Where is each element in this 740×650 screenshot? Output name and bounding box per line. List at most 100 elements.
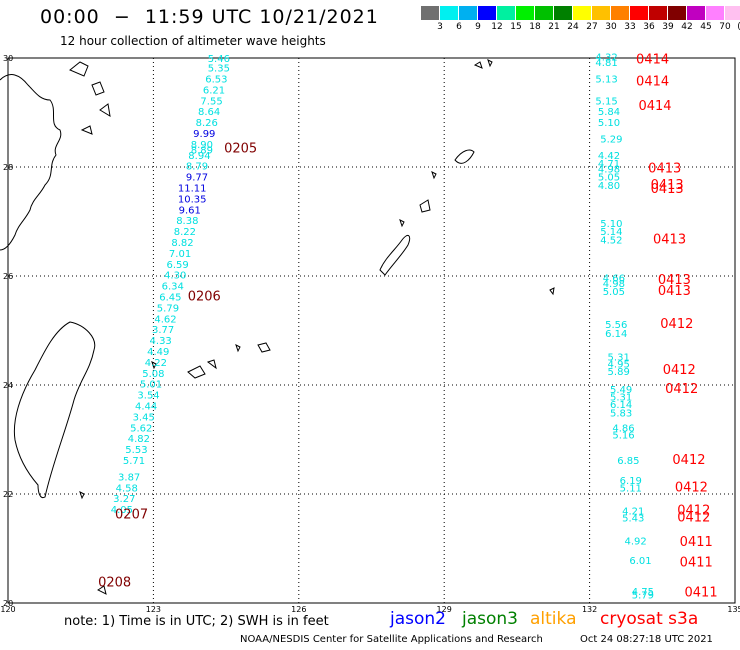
swh-value: 4.98 — [603, 279, 625, 290]
swh-value: 8.26 — [196, 118, 218, 129]
swh-value: 4.30 — [164, 271, 186, 282]
swh-value: 8.82 — [171, 238, 193, 249]
swh-value: 4.21 — [622, 507, 644, 518]
swh-value: 5.11 — [620, 483, 642, 494]
colorbar-tick: 21 — [548, 22, 560, 32]
ishigaki-island — [187, 359, 217, 379]
swh-value: 5.05 — [598, 173, 620, 184]
swh-value: 5.35 — [208, 64, 230, 75]
pass-time-label: 0412 — [660, 317, 693, 332]
colorbar-tick: 70 — [719, 22, 731, 32]
swh-value: 4.42 — [598, 151, 620, 162]
colorbar-tick: 24 — [567, 22, 579, 32]
colorbar-swatch — [459, 6, 478, 20]
swh-value: 4.33 — [150, 336, 172, 347]
pass-time-label: 0413 — [653, 232, 686, 247]
swh-value: 6.45 — [159, 293, 181, 304]
pass-time-label: 0414 — [636, 52, 669, 67]
colorbar-swatch — [630, 6, 649, 20]
miyako-island — [257, 342, 271, 353]
axis-labels: 120 123 126 129 132 135 30 28 26 24 22 20 — [0, 54, 740, 614]
swh-value: 8.94 — [188, 151, 210, 162]
swh-value: 5.31 — [608, 352, 630, 363]
swh-value: 9.99 — [193, 129, 215, 140]
colorbar-swatch — [725, 6, 740, 20]
lat-tick-label: 22 — [3, 490, 13, 499]
lon-tick-label: 123 — [146, 605, 161, 614]
swh-value: 5.43 — [622, 513, 644, 524]
colorbar-swatch — [516, 6, 535, 20]
pass-time-label: 0414 — [636, 74, 669, 89]
swh-value: 5.49 — [610, 385, 632, 396]
swh-value: 5.13 — [595, 75, 617, 86]
colorbar-tick: 33 — [624, 22, 636, 32]
swh-value: 6.14 — [605, 329, 627, 340]
colorbar-tick: (ft) — [737, 22, 740, 32]
swh-value: 4.22 — [145, 358, 167, 369]
small-islands — [79, 59, 555, 595]
footer-note: note: 1) Time is in UTC; 2) SWH is in fe… — [64, 614, 329, 629]
swh-value: 4.44 — [135, 402, 157, 413]
legend-jason2: jason2 — [390, 609, 446, 629]
colorbar-swatch — [421, 6, 440, 20]
pass-time-label: 0412 — [677, 504, 710, 519]
colorbar-swatch — [573, 6, 592, 20]
pass-time-label: 0414 — [638, 99, 671, 114]
lon-tick-label: 120 — [0, 605, 15, 614]
wave-height-colorbar — [421, 6, 740, 20]
swh-value: 8.89 — [191, 145, 213, 156]
pass-time-label: 0411 — [680, 535, 713, 550]
swh-value: 3.77 — [152, 325, 174, 336]
lon-tick-label: 126 — [291, 605, 306, 614]
colorbar-swatch — [611, 6, 630, 20]
okinawa-island — [379, 234, 411, 276]
colorbar-tick: 45 — [700, 22, 712, 32]
swh-value: 5.05 — [603, 287, 625, 298]
swh-value: 4.66 — [603, 273, 625, 284]
amami-island — [454, 149, 475, 164]
colorbar-swatch — [687, 6, 706, 20]
swh-observations: 5.465.356.536.217.558.648.269.998.908.89… — [111, 53, 654, 602]
swh-value: 6.19 — [620, 476, 642, 487]
pass-time-label: 0208 — [98, 576, 131, 591]
swh-value: 6.53 — [205, 75, 227, 86]
swh-value: 3.45 — [133, 412, 155, 423]
pass-time-label: 0412 — [677, 510, 710, 525]
swh-value: 6.01 — [629, 556, 651, 567]
swh-value: 5.71 — [123, 456, 145, 467]
swh-value: 4.71 — [598, 159, 620, 170]
swh-value: 4.75 — [632, 587, 654, 598]
swh-value: 5.01 — [140, 380, 162, 391]
pass-time-label: 0412 — [665, 382, 698, 397]
colorbar-swatch — [440, 6, 459, 20]
coastlines — [0, 59, 555, 595]
swh-value: 5.83 — [610, 409, 632, 420]
swh-value: 9.61 — [179, 205, 201, 216]
pass-time-label: 0413 — [658, 284, 691, 299]
lon-tick-label: 135 — [727, 605, 740, 614]
map-title: 00:00 − 11:59 UTC 10/21/2021 — [40, 6, 379, 28]
legend-jason3: jason3 — [462, 609, 518, 629]
colorbar-swatch — [668, 6, 687, 20]
swh-value: 7.01 — [169, 249, 191, 260]
swh-value: 4.05 — [111, 505, 133, 516]
swh-value: 6.14 — [610, 400, 632, 411]
swh-value: 5.29 — [600, 134, 622, 145]
swh-value: 6.59 — [167, 260, 189, 271]
swh-value: 5.79 — [632, 591, 654, 602]
swh-value: 4.81 — [595, 58, 617, 69]
pass-time-label: 0207 — [115, 508, 148, 523]
swh-value: 5.56 — [605, 320, 627, 331]
swh-value: 6.85 — [617, 456, 639, 467]
colorbar-swatch — [478, 6, 497, 20]
swh-value: 6.21 — [203, 85, 225, 96]
lat-tick-label: 30 — [3, 54, 13, 63]
lon-tick-label: 132 — [582, 605, 597, 614]
lat-tick-label: 26 — [3, 272, 13, 281]
swh-value: 10.35 — [178, 194, 207, 205]
colorbar-tick: 6 — [456, 22, 462, 32]
china-islands — [69, 61, 111, 135]
pass-time-label: 0413 — [658, 273, 691, 288]
